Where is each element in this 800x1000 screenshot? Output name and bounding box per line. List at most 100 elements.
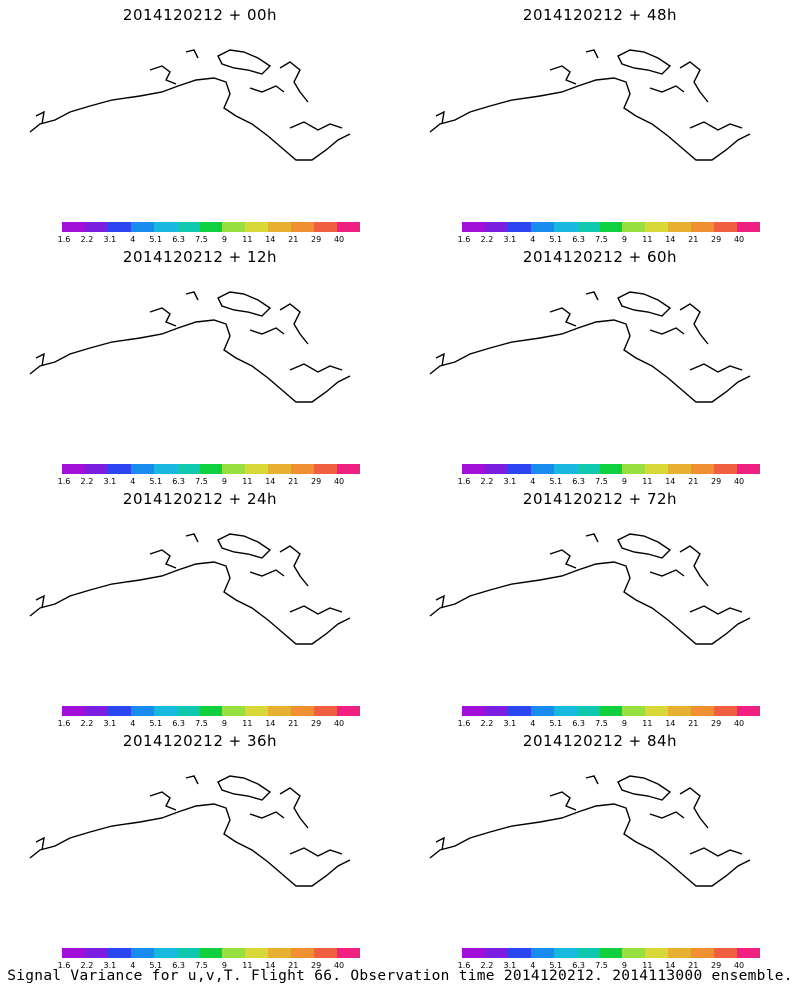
colorbar-label: 9 xyxy=(621,235,627,244)
colorbar-swatch xyxy=(84,706,108,716)
variance-patch xyxy=(284,834,316,862)
colorbar-label: 9 xyxy=(621,477,627,486)
variance-patch xyxy=(446,829,474,869)
colorbar-label: 2.2 xyxy=(480,235,494,244)
colorbar-label: 3.1 xyxy=(503,477,517,486)
coastline xyxy=(217,291,272,317)
colorbar-label: 21 xyxy=(288,477,299,486)
variance-field xyxy=(46,780,324,894)
coastline xyxy=(217,775,272,801)
colorbar-label: 40 xyxy=(333,961,345,970)
colorbar-swatch xyxy=(62,464,85,474)
map-plot xyxy=(429,291,751,403)
coastline xyxy=(289,363,343,373)
colorbar-swatch xyxy=(245,222,269,232)
colorbar-labels: 1.6 2.2 3.1 4 5.1 6.3 7.5 9 11 14 21 29 40 xyxy=(452,961,772,971)
colorbar-label: 29 xyxy=(711,719,722,728)
colorbar-swatch xyxy=(691,706,715,716)
colorbar-label: 29 xyxy=(311,235,322,244)
map-panel: 2014120212 + 72h 1.6 2.2 3.1 4 5.1 6.3 7.5 9 11 14… xyxy=(400,484,800,729)
colorbar-swatch xyxy=(107,464,131,474)
map-plot xyxy=(429,533,751,645)
colorbar-label: 14 xyxy=(265,961,276,970)
colorbar xyxy=(462,948,760,958)
colorbar-swatch xyxy=(645,706,669,716)
coastline xyxy=(679,61,709,103)
variance-patch xyxy=(284,350,316,378)
colorbar-swatch xyxy=(130,706,154,716)
variance-patch xyxy=(500,570,560,598)
colorbar-swatch xyxy=(668,706,692,716)
colorbar-swatch xyxy=(268,948,292,958)
variance-patch xyxy=(510,814,730,894)
colorbar-swatch xyxy=(291,948,315,958)
coastline xyxy=(249,85,285,93)
colorbar-swatch xyxy=(645,948,669,958)
coastline xyxy=(249,327,285,335)
coastline xyxy=(585,49,599,59)
colorbar-label: 5.1 xyxy=(549,477,563,486)
colorbar-labels: 1.6 2.2 3.1 4 5.1 6.3 7.5 9 11 14 21 29 40 xyxy=(52,961,372,971)
colorbar-label: 40 xyxy=(333,719,345,728)
coastline xyxy=(249,569,285,577)
colorbar-label: 40 xyxy=(733,235,745,244)
colorbar-swatch xyxy=(153,706,177,716)
colorbar-label: 7.5 xyxy=(195,235,208,244)
coastline xyxy=(617,775,672,801)
colorbar-swatch xyxy=(84,948,108,958)
variance-patch xyxy=(46,856,74,876)
coastline xyxy=(617,291,672,317)
variance-patch xyxy=(684,834,716,862)
panel-title: 2014120212 + 84h xyxy=(522,732,678,750)
colorbar-swatch xyxy=(62,706,85,716)
colorbar-label: 11 xyxy=(642,235,653,244)
variance-patch xyxy=(276,560,324,604)
panel-title: 2014120212 + 12h xyxy=(122,248,278,266)
colorbar-swatch xyxy=(691,948,715,958)
colorbar-labels: 1.6 2.2 3.1 4 5.1 6.3 7.5 9 11 14 21 29 40 xyxy=(52,719,372,729)
colorbar-swatch xyxy=(622,948,646,958)
colorbar-label: 9 xyxy=(221,719,227,728)
colorbar-label: 7.5 xyxy=(195,477,208,486)
colorbar-swatch xyxy=(245,706,269,716)
variance-patch xyxy=(552,141,568,151)
variance-patch xyxy=(200,538,260,566)
map-panel: 2014120212 + 60h 1.6 2.2 3.1 4 5.1 6.3 7.5 9 11 14… xyxy=(400,242,800,487)
colorbar-swatch xyxy=(530,948,554,958)
colorbar-label: 3.1 xyxy=(103,961,117,970)
colorbar-label: 5.1 xyxy=(549,235,563,244)
variance-patch xyxy=(100,570,160,598)
colorbar-label: 7.5 xyxy=(195,719,208,728)
coastline xyxy=(217,49,272,75)
colorbar-swatch xyxy=(130,464,154,474)
colorbar-swatch xyxy=(199,706,223,716)
coastline xyxy=(279,303,309,345)
colorbar-label: 1.6 xyxy=(57,961,71,970)
colorbar-swatch xyxy=(291,222,315,232)
map-plot xyxy=(29,533,351,645)
map-plot xyxy=(29,49,351,161)
coastline xyxy=(29,561,351,645)
colorbar-swatch xyxy=(462,464,485,474)
colorbar-label: 2.2 xyxy=(480,961,494,970)
colorbar-label: 21 xyxy=(288,719,299,728)
coastline xyxy=(185,775,199,785)
coastline xyxy=(689,121,743,131)
variance-patch xyxy=(520,824,680,884)
colorbar-label: 6.3 xyxy=(172,719,185,728)
variance-patch xyxy=(46,130,74,150)
colorbar-label: 3.1 xyxy=(103,477,117,486)
variance-patch xyxy=(500,328,560,356)
colorbar-swatch xyxy=(337,464,360,474)
colorbar-swatch xyxy=(691,222,715,232)
colorbar-label: 7.5 xyxy=(595,961,608,970)
map-panel: 2014120212 + 00h 1.6 2.2 3.1 4 5.1 6.3 7.5 9 11 14… xyxy=(0,0,400,245)
panel-title: 2014120212 + 00h xyxy=(122,6,278,24)
colorbar-label: 5.1 xyxy=(549,961,563,970)
colorbar-swatch xyxy=(530,464,554,474)
colorbar-swatch xyxy=(199,464,223,474)
colorbar-label: 3.1 xyxy=(103,235,117,244)
variance-patch xyxy=(560,340,640,380)
colorbar-label: 6.3 xyxy=(172,477,185,486)
colorbar-swatch xyxy=(268,222,292,232)
